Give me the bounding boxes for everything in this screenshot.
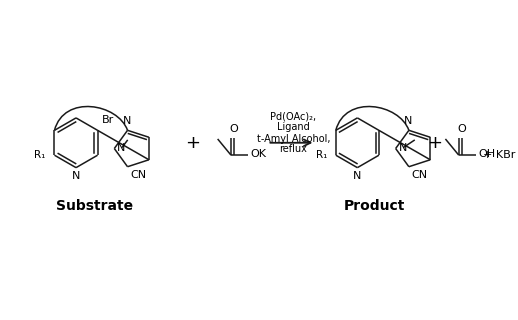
Text: N: N bbox=[122, 116, 131, 125]
Text: +: + bbox=[427, 134, 442, 152]
Text: Pd(OAc)₂,: Pd(OAc)₂, bbox=[270, 112, 316, 122]
Text: O: O bbox=[229, 124, 238, 134]
Text: R₁: R₁ bbox=[35, 150, 46, 160]
Text: OH: OH bbox=[478, 149, 495, 159]
Text: N: N bbox=[404, 116, 412, 125]
Text: Br: Br bbox=[103, 115, 114, 124]
Text: OK: OK bbox=[250, 149, 266, 159]
Text: t-Amyl Alcohol,: t-Amyl Alcohol, bbox=[256, 134, 330, 144]
Text: O: O bbox=[457, 124, 466, 134]
Text: N: N bbox=[398, 142, 407, 153]
Text: R₁: R₁ bbox=[316, 150, 327, 160]
Text: N: N bbox=[72, 172, 80, 181]
Text: reflux: reflux bbox=[279, 143, 307, 154]
Text: +: + bbox=[185, 134, 200, 152]
Text: CN: CN bbox=[412, 170, 428, 180]
Text: N: N bbox=[117, 142, 125, 153]
Text: Substrate: Substrate bbox=[55, 199, 133, 213]
Text: + KBr: + KBr bbox=[483, 150, 515, 160]
Text: Product: Product bbox=[344, 199, 405, 213]
Text: Ligand: Ligand bbox=[277, 122, 310, 132]
Text: CN: CN bbox=[131, 170, 147, 180]
Text: N: N bbox=[353, 172, 362, 181]
